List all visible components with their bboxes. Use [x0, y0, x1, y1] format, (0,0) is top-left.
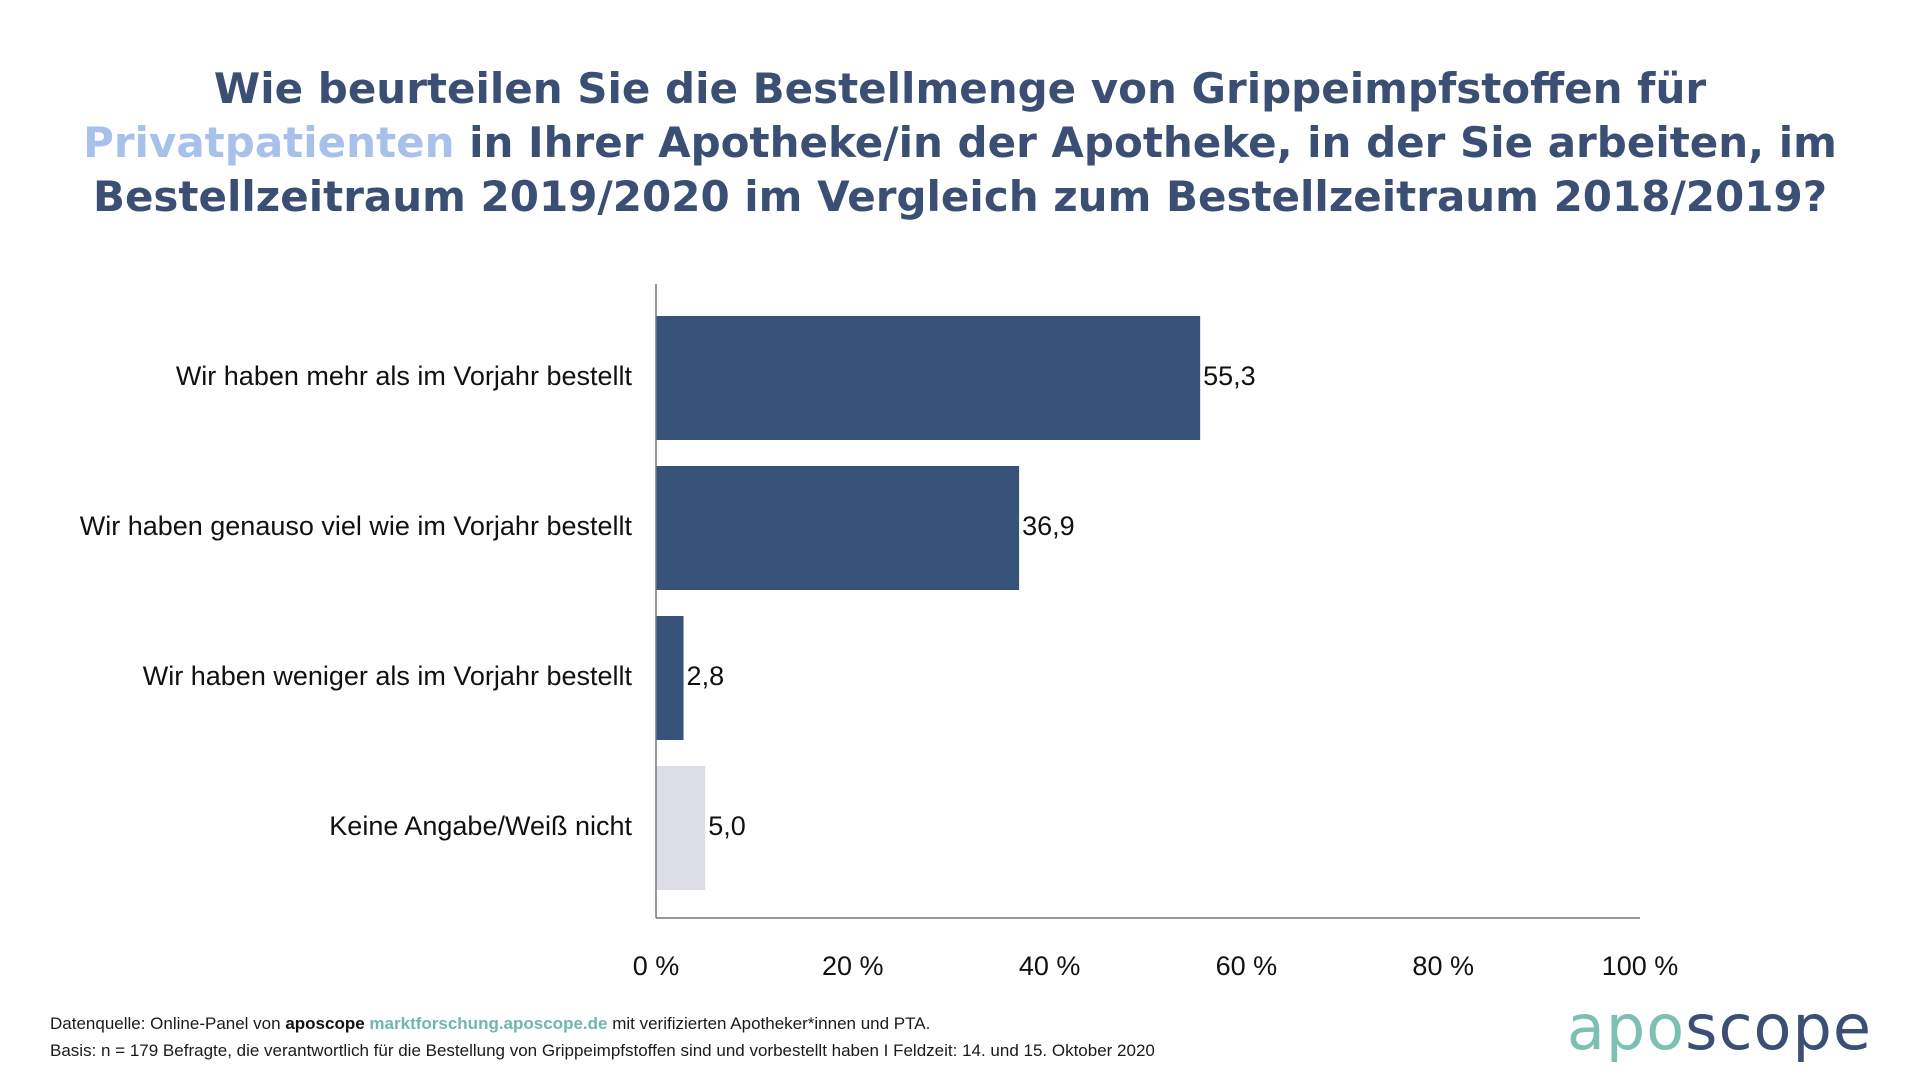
x-tick-label-0: 0 %: [633, 951, 680, 981]
footer-link[interactable]: marktforschung.aposcope.de: [369, 1014, 608, 1033]
category-label-3: Wir haben weniger als im Vorjahr bestell…: [143, 661, 633, 691]
footer-line-1: Datenquelle: Online-Panel von aposcope m…: [50, 1010, 1155, 1037]
bar-4: [656, 766, 706, 890]
x-tick-label-40: 40 %: [1019, 951, 1081, 981]
logo-apo: apo: [1566, 991, 1686, 1064]
footer-source: Datenquelle: Online-Panel von aposcope m…: [50, 1010, 1155, 1064]
value-label-4: 5,0: [708, 811, 746, 841]
title-part2: in Ihrer Apotheke/in der Apotheke, in de…: [92, 118, 1837, 221]
value-label-1: 55,3: [1203, 361, 1256, 391]
bar-chart: Wir haben mehr als im Vorjahr bestellt 55…: [80, 284, 1679, 981]
category-label-4: Keine Angabe/Weiß nicht: [329, 811, 632, 841]
x-tick-label-100: 100 %: [1602, 951, 1679, 981]
x-tick-label-60: 60 %: [1216, 951, 1278, 981]
title-part1: Wie beurteilen Sie die Bestellmenge von …: [213, 64, 1707, 113]
title-highlight: Privatpatienten: [83, 118, 455, 167]
footer-brand: aposcope: [285, 1014, 365, 1033]
chart-title: Wie beurteilen Sie die Bestellmenge von …: [40, 62, 1880, 224]
x-tick-label-80: 80 %: [1412, 951, 1474, 981]
bar-2: [656, 466, 1020, 590]
footer-line-2: Basis: n = 179 Befragte, die verantwortl…: [50, 1041, 1155, 1060]
bar-1: [656, 316, 1201, 440]
logo-scope: scope: [1685, 991, 1872, 1064]
value-label-3: 2,8: [687, 661, 725, 691]
value-label-2: 36,9: [1022, 511, 1075, 541]
x-tick-label-20: 20 %: [822, 951, 884, 981]
bar-3: [656, 616, 684, 740]
footer-prefix: Datenquelle: Online-Panel von: [50, 1014, 286, 1033]
footer-suffix: mit verifizierten Apotheker*innen und PT…: [607, 1014, 931, 1033]
category-label-2: Wir haben genauso viel wie im Vorjahr be…: [80, 511, 633, 541]
category-label-1: Wir haben mehr als im Vorjahr bestellt: [176, 361, 633, 391]
aposcope-logo: aposcope: [1567, 993, 1872, 1063]
